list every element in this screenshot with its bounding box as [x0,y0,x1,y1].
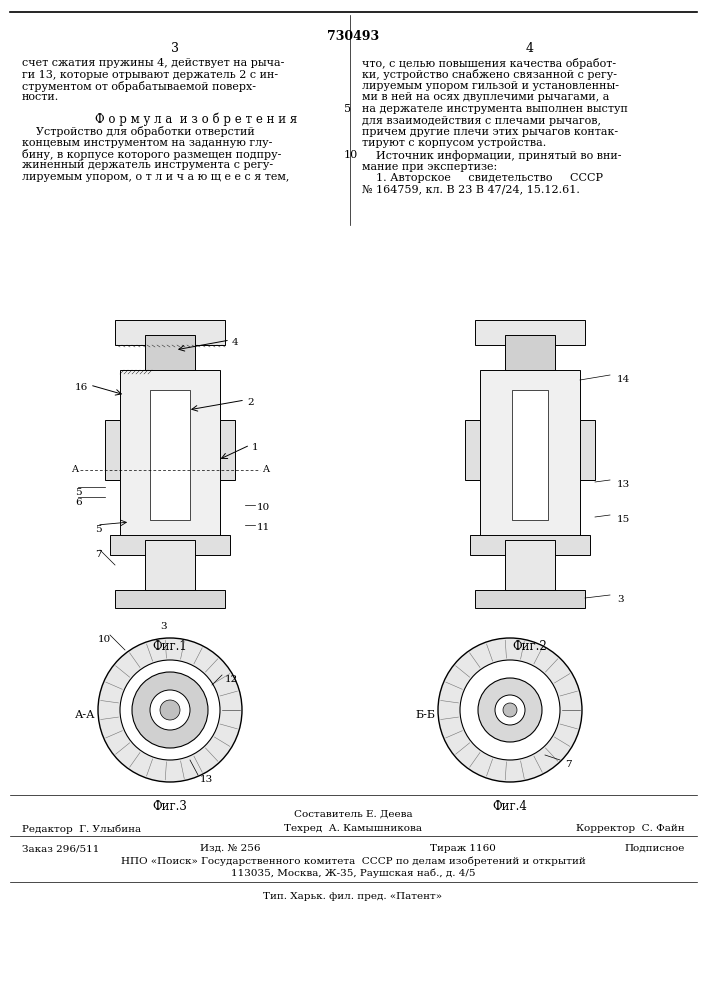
Text: 14: 14 [617,375,630,384]
Bar [480,370,580,540]
Text: жиненный держатель инструмента с регу-: жиненный держатель инструмента с регу- [22,160,273,170]
Circle shape [160,700,180,720]
Circle shape [150,690,190,730]
Bar [145,540,195,590]
Text: 1: 1 [252,443,259,452]
Text: Техред  А. Камышникова: Техред А. Камышникова [284,824,422,833]
Text: Редактор  Г. Улыбина: Редактор Г. Улыбина [22,824,141,834]
Text: 3: 3 [160,622,167,631]
Text: Тираж 1160: Тираж 1160 [430,844,496,853]
Text: 11: 11 [257,523,270,532]
Bar [475,590,585,608]
Text: Фиг.1: Фиг.1 [153,640,187,653]
Text: 13: 13 [200,775,214,784]
Text: 15: 15 [617,515,630,524]
Bar [115,320,225,345]
Text: Фиг.2: Фиг.2 [513,640,547,653]
Text: 4: 4 [526,42,534,55]
Text: 4: 4 [232,338,239,347]
Text: лируемым упором гильзой и установленны-: лируемым упором гильзой и установленны- [362,81,619,91]
Bar [465,420,480,480]
Text: 3: 3 [617,595,624,604]
Text: 7: 7 [565,760,572,769]
Text: струментом от обрабатываемой поверх-: струментом от обрабатываемой поверх- [22,81,256,92]
Text: 16: 16 [75,383,88,392]
Text: 2: 2 [247,398,254,407]
Bar [512,390,548,520]
Bar [475,320,585,345]
Text: Фиг.3: Фиг.3 [153,800,187,813]
Text: Заказ 296/511: Заказ 296/511 [22,844,100,853]
Circle shape [98,638,242,782]
Text: 10: 10 [344,150,358,160]
Text: на держателе инструмента выполнен выступ: на держателе инструмента выполнен выступ [362,104,628,114]
Text: Изд. № 256: Изд. № 256 [200,844,260,853]
Text: 5: 5 [95,525,102,534]
Text: ми в ней на осях двуплечими рычагами, а: ми в ней на осях двуплечими рычагами, а [362,93,609,103]
Text: 6: 6 [75,498,81,507]
Text: 10: 10 [98,635,111,644]
Circle shape [495,695,525,725]
Text: 730493: 730493 [327,30,379,43]
Text: лируемым упором, о т л и ч а ю щ е е с я тем,: лируемым упором, о т л и ч а ю щ е е с я… [22,172,289,182]
Text: A: A [262,466,269,475]
Text: Ф о р м у л а  и з о б р е т е н и я: Ф о р м у л а и з о б р е т е н и я [95,112,297,125]
Bar [150,390,190,520]
Text: счет сжатия пружины 4, действует на рыча-: счет сжатия пружины 4, действует на рыча… [22,58,284,68]
Text: Составитель Е. Деева: Составитель Е. Деева [293,810,412,819]
Circle shape [460,660,560,760]
Bar [110,535,230,555]
Bar [580,420,595,480]
Bar [105,420,120,480]
Text: ности.: ности. [22,93,59,103]
Text: бину, в корпусе которого размещен подпру-: бину, в корпусе которого размещен подпру… [22,149,281,160]
Bar [120,370,220,540]
Text: концевым инструментом на заданную глу-: концевым инструментом на заданную глу- [22,137,272,147]
Text: A: A [71,466,78,475]
Text: Подписное: Подписное [624,844,685,853]
Text: для взаимодействия с плечами рычагов,: для взаимодействия с плечами рычагов, [362,115,601,125]
Text: 10: 10 [257,503,270,512]
Text: Устройство для обработки отверстий: Устройство для обработки отверстий [22,126,255,137]
Text: НПО «Поиск» Государственного комитета  СССР по делам изобретений и открытий: НПО «Поиск» Государственного комитета СС… [121,856,585,865]
Text: 113035, Москва, Ж-35, Раушская наб., д. 4/5: 113035, Москва, Ж-35, Раушская наб., д. … [230,868,475,878]
Text: Источник информации, принятый во вни-: Источник информации, принятый во вни- [362,150,621,161]
Text: 12: 12 [225,675,238,684]
Text: Б-Б: Б-Б [415,710,435,720]
Bar [505,335,555,370]
Text: тируют с корпусом устройства.: тируют с корпусом устройства. [362,138,547,148]
Text: 1. Авторское     свидетельство     СССР: 1. Авторское свидетельство СССР [362,173,603,183]
Text: 5: 5 [75,488,81,497]
Text: 3: 3 [171,42,179,55]
Text: 5: 5 [344,104,351,114]
Text: ги 13, которые отрывают держатель 2 с ин-: ги 13, которые отрывают держатель 2 с ин… [22,70,278,80]
Bar [220,420,235,480]
Circle shape [120,660,220,760]
Text: 13: 13 [617,480,630,489]
Text: Корректор  С. Файн: Корректор С. Файн [576,824,685,833]
Text: Тип. Харьк. фил. пред. «Патент»: Тип. Харьк. фил. пред. «Патент» [264,892,443,901]
Circle shape [438,638,582,782]
Bar [470,535,590,555]
Text: ки, устройство снабжено связанной с регу-: ки, устройство снабжено связанной с регу… [362,70,617,81]
Bar [145,335,195,370]
Bar [115,590,225,608]
Bar [505,540,555,590]
Text: № 164759, кл. В 23 В 47/24, 15.12.61.: № 164759, кл. В 23 В 47/24, 15.12.61. [362,184,580,194]
Text: Фиг.4: Фиг.4 [493,800,527,813]
Circle shape [478,678,542,742]
Text: А-А: А-А [75,710,95,720]
Text: 7: 7 [95,550,102,559]
Text: причем другие плечи этих рычагов контак-: причем другие плечи этих рычагов контак- [362,127,618,137]
Circle shape [503,703,517,717]
Text: что, с целью повышения качества обработ-: что, с целью повышения качества обработ- [362,58,616,69]
Text: мание при экспертизе:: мание при экспертизе: [362,161,497,172]
Circle shape [132,672,208,748]
